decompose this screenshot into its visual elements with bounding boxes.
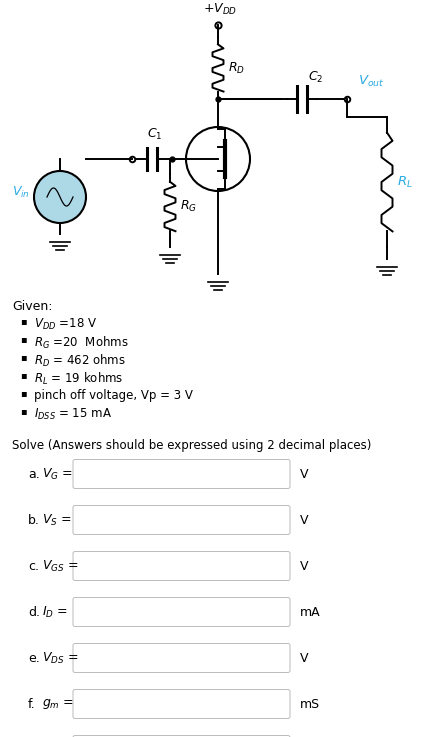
Text: V: V bbox=[299, 652, 308, 665]
Text: ▪: ▪ bbox=[20, 388, 27, 398]
FancyBboxPatch shape bbox=[73, 736, 289, 737]
Text: $V_{DS}$ =: $V_{DS}$ = bbox=[42, 651, 78, 666]
Text: V: V bbox=[299, 559, 308, 573]
FancyBboxPatch shape bbox=[73, 643, 289, 672]
Text: f.: f. bbox=[28, 697, 36, 710]
Text: ▪: ▪ bbox=[20, 370, 27, 380]
Text: Solve (Answers should be expressed using 2 decimal places): Solve (Answers should be expressed using… bbox=[12, 439, 371, 452]
Text: $R_G$ =20  Mohms: $R_G$ =20 Mohms bbox=[34, 335, 128, 351]
Text: $V_{DD}$ =18 V: $V_{DD}$ =18 V bbox=[34, 317, 97, 332]
Text: $I_D$ =: $I_D$ = bbox=[42, 604, 68, 620]
Text: Given:: Given: bbox=[12, 300, 52, 313]
FancyBboxPatch shape bbox=[73, 598, 289, 626]
Text: $V_{in}$: $V_{in}$ bbox=[12, 184, 30, 200]
Text: $V_{out}$: $V_{out}$ bbox=[357, 74, 384, 89]
Text: c.: c. bbox=[28, 559, 39, 573]
Text: ▪: ▪ bbox=[20, 334, 27, 344]
Text: ▪: ▪ bbox=[20, 406, 27, 416]
Text: e.: e. bbox=[28, 652, 40, 665]
Text: $C_1$: $C_1$ bbox=[147, 127, 163, 142]
Text: $R_L$ = 19 kohms: $R_L$ = 19 kohms bbox=[34, 371, 123, 387]
Text: pinch off voltage, Vp = 3 V: pinch off voltage, Vp = 3 V bbox=[34, 389, 193, 402]
Text: a.: a. bbox=[28, 467, 40, 481]
Text: $V_{GS}$ =: $V_{GS}$ = bbox=[42, 559, 78, 573]
Text: $+V_{DD}$: $+V_{DD}$ bbox=[203, 2, 237, 17]
FancyBboxPatch shape bbox=[73, 551, 289, 581]
FancyBboxPatch shape bbox=[73, 690, 289, 719]
FancyBboxPatch shape bbox=[73, 459, 289, 489]
FancyBboxPatch shape bbox=[73, 506, 289, 534]
Text: b.: b. bbox=[28, 514, 40, 526]
Text: $I_{DSS}$ = 15 mA: $I_{DSS}$ = 15 mA bbox=[34, 407, 112, 422]
Text: $C_2$: $C_2$ bbox=[307, 70, 322, 85]
Text: d.: d. bbox=[28, 606, 40, 618]
Text: V: V bbox=[299, 514, 308, 526]
Text: V: V bbox=[299, 467, 308, 481]
Text: ▪: ▪ bbox=[20, 352, 27, 362]
Text: mS: mS bbox=[299, 697, 319, 710]
Text: $R_L$: $R_L$ bbox=[396, 175, 412, 189]
Text: mA: mA bbox=[299, 606, 320, 618]
Circle shape bbox=[34, 171, 86, 223]
Text: $V_G$ =: $V_G$ = bbox=[42, 467, 73, 481]
Text: $g_m$ =: $g_m$ = bbox=[42, 697, 74, 711]
Text: $R_G$: $R_G$ bbox=[180, 199, 197, 214]
Text: $R_D$: $R_D$ bbox=[227, 60, 244, 76]
Text: $V_S$ =: $V_S$ = bbox=[42, 512, 71, 528]
Text: ▪: ▪ bbox=[20, 316, 27, 326]
Text: $R_D$ = 462 ohms: $R_D$ = 462 ohms bbox=[34, 353, 126, 369]
